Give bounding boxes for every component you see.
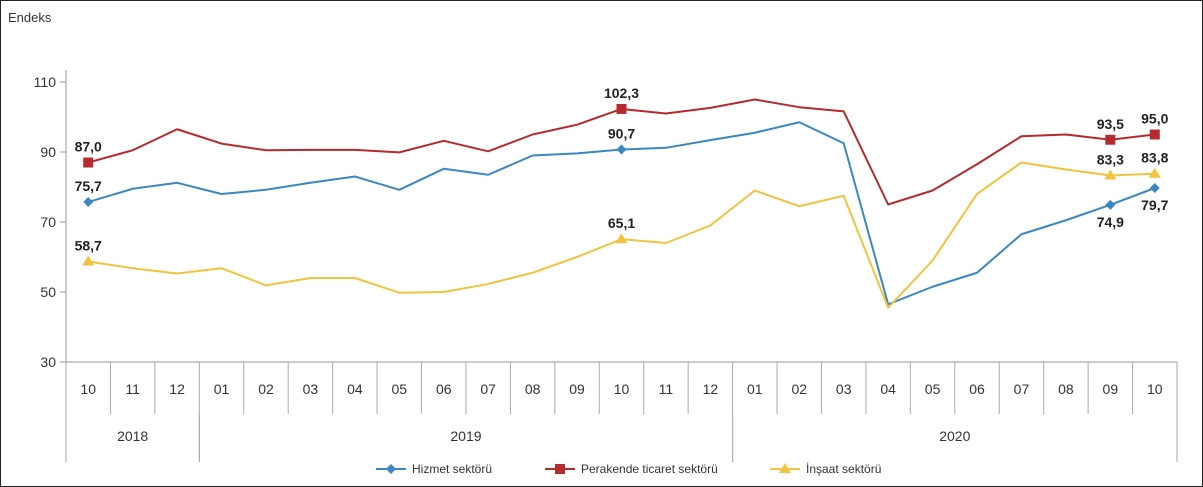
data-label: 74,9 — [1097, 214, 1124, 230]
x-tick-label: 05 — [925, 381, 941, 397]
x-tick-label: 04 — [880, 381, 896, 397]
x-tick-label: 09 — [1103, 381, 1119, 397]
y-tick-label: 90 — [40, 144, 56, 160]
x-tick-label: 12 — [703, 381, 719, 397]
y-tick-label: 70 — [40, 214, 56, 230]
data-label: 58,7 — [75, 238, 102, 254]
legend: Hizmet sektörü Perakende ticaret sektörü İ… — [376, 462, 881, 476]
data-point-marker — [616, 103, 627, 114]
x-tick-label: 10 — [614, 381, 630, 397]
x-tick-label: 06 — [436, 381, 452, 397]
data-label: 83,8 — [1141, 150, 1168, 166]
data-point-marker — [83, 197, 94, 208]
x-tick-label: 02 — [791, 381, 807, 397]
year-label: 2020 — [939, 428, 970, 444]
data-label: 102,3 — [604, 85, 639, 101]
x-tick-label: 07 — [1014, 381, 1030, 397]
x-tick-label: 08 — [525, 381, 541, 397]
data-point-marker — [1148, 167, 1161, 178]
x-tick-label: 07 — [480, 381, 496, 397]
data-label: 83,3 — [1097, 151, 1124, 167]
x-tick-label: 11 — [125, 381, 140, 397]
x-tick-label: 04 — [347, 381, 363, 397]
legend-swatch-marker — [386, 464, 396, 474]
y-tick-label: 110 — [34, 74, 57, 90]
x-tick-label: 03 — [836, 381, 852, 397]
data-label: 95,0 — [1141, 111, 1168, 127]
y-tick-label: 50 — [40, 284, 56, 300]
data-point-marker — [615, 233, 628, 244]
data-point-marker — [1104, 169, 1117, 180]
axes: 30 50 70 90 110 10 11 12 01 02 03 04 05 06 07 08 09 10 11 1… — [34, 70, 1178, 462]
year-label: 2018 — [117, 428, 148, 444]
legend-swatch-marker — [779, 463, 791, 473]
x-tick-label: 09 — [569, 381, 585, 397]
data-point-marker — [83, 157, 94, 168]
x-tick-label: 08 — [1058, 381, 1074, 397]
data-point-marker — [1149, 183, 1160, 194]
x-tick-label: 01 — [747, 381, 763, 397]
data-label: 75,7 — [75, 178, 102, 194]
data-label: 79,7 — [1141, 197, 1168, 213]
x-tick-label: 03 — [303, 381, 319, 397]
x-tick-label: 10 — [1147, 381, 1163, 397]
x-tick-label: 01 — [214, 381, 230, 397]
data-point-marker — [616, 144, 627, 155]
data-label: 93,5 — [1097, 116, 1124, 132]
data-labels: 75,7 90,7 74,9 79,7 87,0 102,3 93,5 95,0 58,7 65,… — [75, 85, 1169, 254]
x-tick-label: 12 — [169, 381, 185, 397]
legend-entry-label: İnşaat sektörü — [806, 462, 881, 476]
legend-entry-label: Perakende ticaret sektörü — [581, 462, 718, 476]
x-tick-label: 06 — [969, 381, 985, 397]
series-markers — [82, 103, 1161, 266]
legend-entry-label: Hizmet sektörü — [412, 462, 492, 476]
data-point-marker — [1105, 199, 1116, 210]
data-point-marker — [1105, 134, 1116, 145]
year-label: 2019 — [450, 428, 481, 444]
legend-swatch-marker — [555, 464, 565, 474]
x-tick-label: 10 — [80, 381, 96, 397]
y-axis-label: Endeks — [8, 10, 52, 25]
x-tick-label: 02 — [258, 381, 274, 397]
data-label: 87,0 — [75, 139, 102, 155]
y-tick-label: 30 — [40, 354, 56, 370]
x-tick-label: 05 — [392, 381, 408, 397]
data-point-marker — [1149, 129, 1160, 140]
x-tick-label: 11 — [659, 381, 674, 397]
data-point-marker — [82, 255, 95, 266]
data-label: 90,7 — [608, 126, 635, 142]
data-label: 65,1 — [608, 215, 635, 231]
